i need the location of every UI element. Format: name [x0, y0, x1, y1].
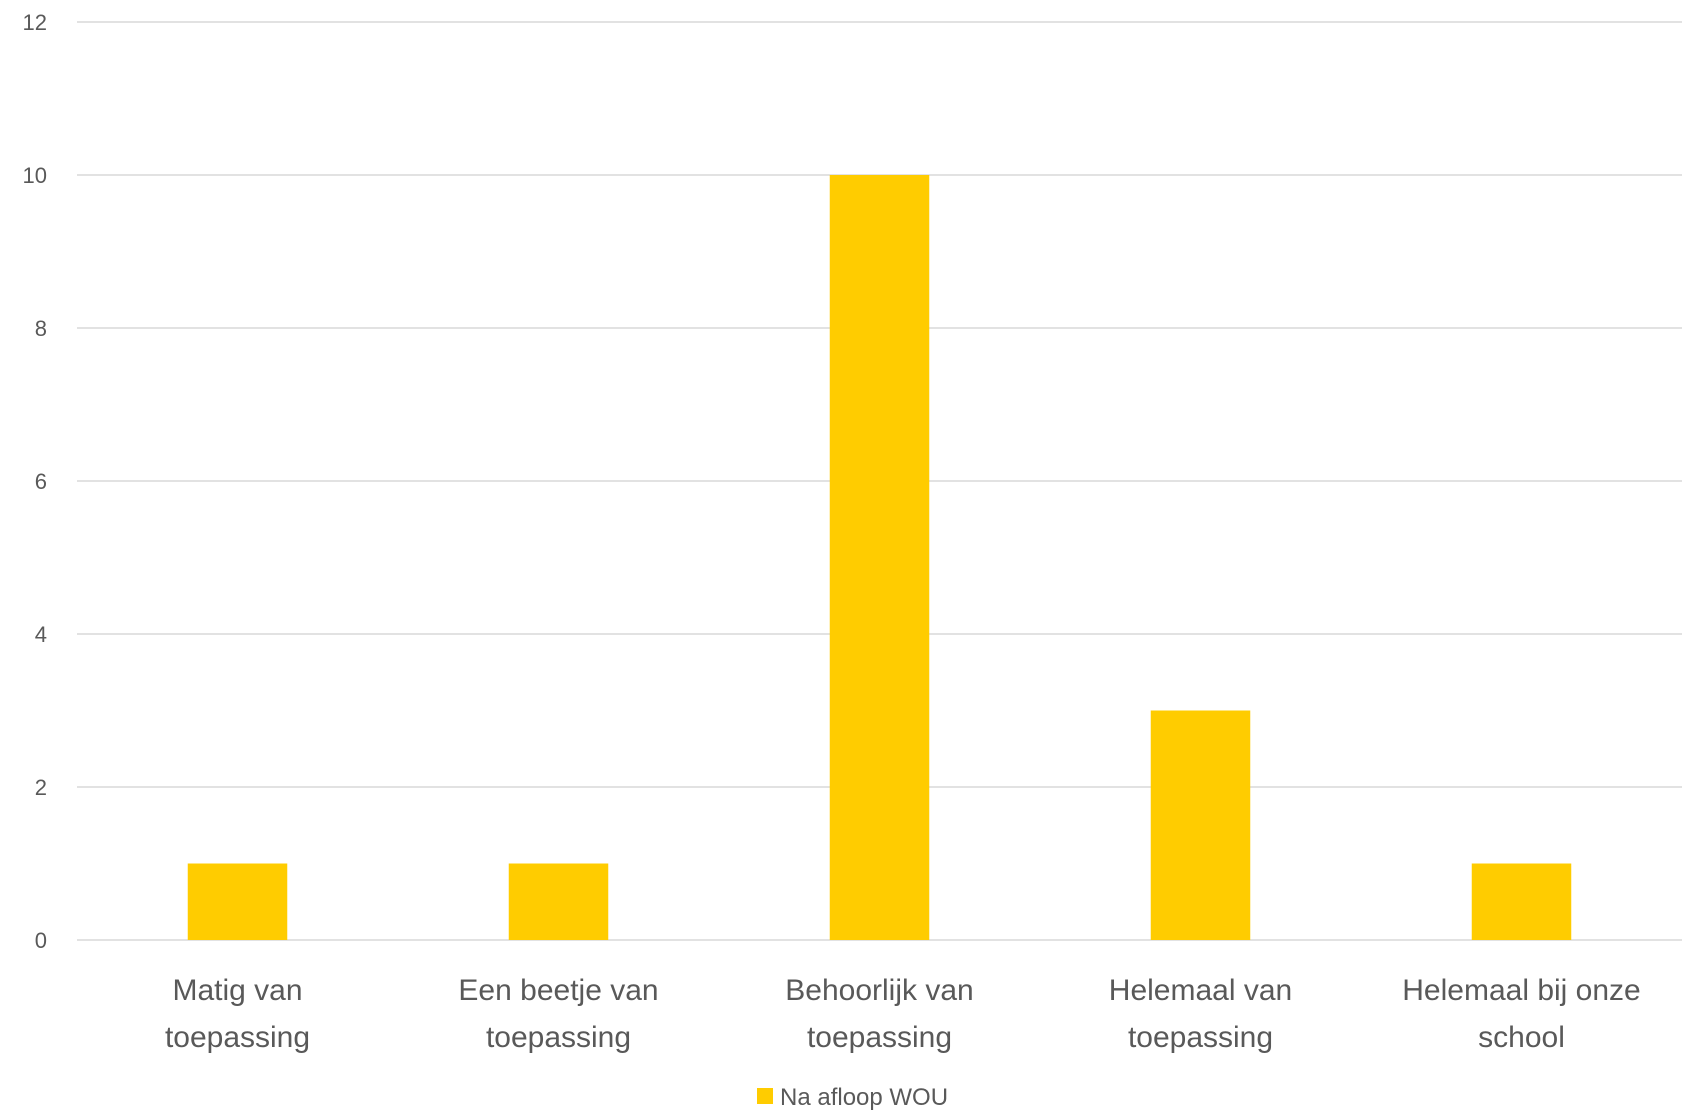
x-category-label: Helemaal van — [1109, 974, 1292, 1007]
bar — [1150, 710, 1251, 940]
x-category-label: Helemaal bij onze — [1402, 974, 1640, 1007]
bar — [829, 175, 930, 940]
bar — [187, 863, 288, 940]
y-tick-label: 12 — [23, 10, 47, 35]
x-category-label: toepassing — [486, 1021, 631, 1054]
x-category-label: school — [1478, 1021, 1565, 1054]
x-category-label: toepassing — [1128, 1021, 1273, 1054]
y-axis-ticks: 0 2 4 6 8 10 12 — [23, 10, 47, 953]
y-tick-label: 6 — [35, 469, 47, 494]
legend: Na afloop WOU — [757, 1084, 948, 1111]
y-tick-label: 2 — [35, 775, 47, 800]
legend-swatch-icon — [757, 1088, 773, 1104]
y-tick-label: 8 — [35, 316, 47, 341]
y-tick-label: 0 — [35, 928, 47, 953]
bars — [187, 175, 1572, 940]
x-category-label: Matig van — [172, 974, 302, 1007]
bar — [1471, 863, 1572, 940]
y-tick-label: 4 — [35, 622, 47, 647]
y-tick-label: 10 — [23, 163, 47, 188]
x-category-label: toepassing — [165, 1021, 310, 1054]
x-axis-labels: Matig van toepassing Een beetje van toepass… — [165, 974, 1641, 1054]
x-category-label: Behoorlijk van — [785, 974, 973, 1007]
x-category-label: Een beetje van — [458, 974, 658, 1007]
bar — [508, 863, 609, 940]
x-category-label: toepassing — [807, 1021, 952, 1054]
legend-label: Na afloop WOU — [780, 1084, 948, 1111]
